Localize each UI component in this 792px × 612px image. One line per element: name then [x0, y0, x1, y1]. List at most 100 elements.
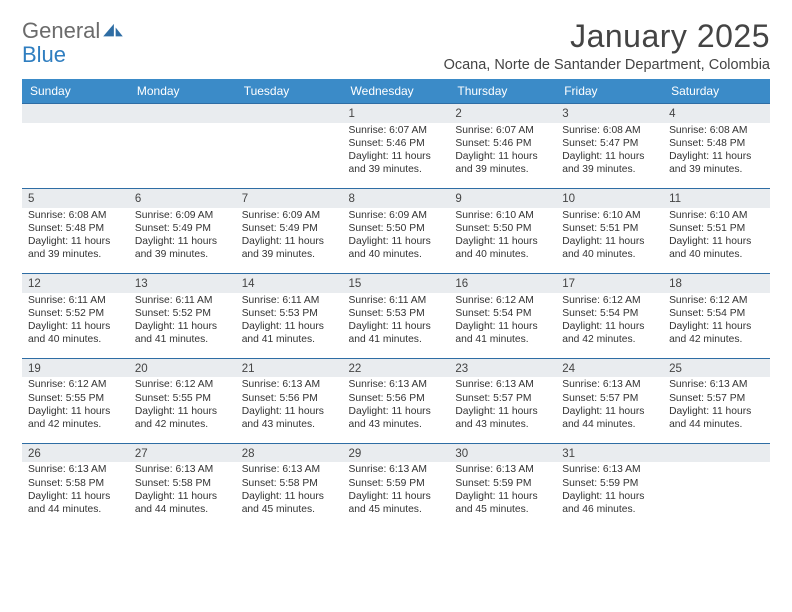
daylight-line: Daylight: 11 hours and 43 minutes. — [455, 405, 550, 431]
sunset-line: Sunset: 5:53 PM — [349, 307, 444, 320]
day-detail-row: Sunrise: 6:11 AMSunset: 5:52 PMDaylight:… — [22, 293, 770, 355]
day-number-cell: 3 — [556, 104, 663, 123]
day-number-cell: 1 — [343, 104, 450, 123]
location-subtitle: Ocana, Norte de Santander Department, Co… — [444, 57, 770, 73]
day-detail-cell — [663, 462, 770, 524]
sunrise-line: Sunrise: 6:13 AM — [28, 463, 123, 476]
daylight-line: Daylight: 11 hours and 39 minutes. — [562, 150, 657, 176]
sunrise-line: Sunrise: 6:08 AM — [28, 209, 123, 222]
daylight-line: Daylight: 11 hours and 42 minutes. — [669, 320, 764, 346]
dow-header-cell: Wednesday — [343, 79, 450, 104]
day-number-cell: 25 — [663, 358, 770, 377]
sunrise-line: Sunrise: 6:13 AM — [242, 463, 337, 476]
dow-header-cell: Sunday — [22, 79, 129, 104]
day-number-cell: 24 — [556, 358, 663, 377]
day-detail-cell — [129, 123, 236, 185]
sunrise-line: Sunrise: 6:13 AM — [349, 378, 444, 391]
day-number-cell: 8 — [343, 188, 450, 207]
day-detail-cell: Sunrise: 6:12 AMSunset: 5:55 PMDaylight:… — [129, 377, 236, 439]
daylight-line: Daylight: 11 hours and 41 minutes. — [242, 320, 337, 346]
daylight-line: Daylight: 11 hours and 41 minutes. — [349, 320, 444, 346]
day-number-cell: 23 — [449, 358, 556, 377]
day-number-cell: 29 — [343, 443, 450, 462]
day-number-cell: 6 — [129, 188, 236, 207]
sunset-line: Sunset: 5:51 PM — [669, 222, 764, 235]
day-number-cell: 20 — [129, 358, 236, 377]
day-number-row: 567891011 — [22, 188, 770, 207]
sunrise-line: Sunrise: 6:13 AM — [349, 463, 444, 476]
daylight-line: Daylight: 11 hours and 39 minutes. — [455, 150, 550, 176]
daylight-line: Daylight: 11 hours and 41 minutes. — [455, 320, 550, 346]
day-detail-cell: Sunrise: 6:13 AMSunset: 5:56 PMDaylight:… — [236, 377, 343, 439]
daylight-line: Daylight: 11 hours and 40 minutes. — [455, 235, 550, 261]
daylight-line: Daylight: 11 hours and 45 minutes. — [349, 490, 444, 516]
day-number-cell: 27 — [129, 443, 236, 462]
sunset-line: Sunset: 5:52 PM — [28, 307, 123, 320]
sunset-line: Sunset: 5:58 PM — [28, 477, 123, 490]
day-number-cell: 22 — [343, 358, 450, 377]
day-detail-cell: Sunrise: 6:11 AMSunset: 5:53 PMDaylight:… — [343, 293, 450, 355]
sunrise-line: Sunrise: 6:12 AM — [455, 294, 550, 307]
daylight-line: Daylight: 11 hours and 41 minutes. — [135, 320, 230, 346]
daylight-line: Daylight: 11 hours and 40 minutes. — [28, 320, 123, 346]
day-detail-cell — [236, 123, 343, 185]
day-detail-cell: Sunrise: 6:13 AMSunset: 5:57 PMDaylight:… — [663, 377, 770, 439]
sunrise-line: Sunrise: 6:07 AM — [455, 124, 550, 137]
sunset-line: Sunset: 5:46 PM — [455, 137, 550, 150]
sunset-line: Sunset: 5:52 PM — [135, 307, 230, 320]
day-detail-cell: Sunrise: 6:11 AMSunset: 5:53 PMDaylight:… — [236, 293, 343, 355]
sunset-line: Sunset: 5:56 PM — [242, 392, 337, 405]
sunset-line: Sunset: 5:58 PM — [135, 477, 230, 490]
brand-sail-icon — [102, 23, 124, 39]
day-detail-cell: Sunrise: 6:09 AMSunset: 5:50 PMDaylight:… — [343, 208, 450, 270]
day-detail-cell: Sunrise: 6:07 AMSunset: 5:46 PMDaylight:… — [449, 123, 556, 185]
day-detail-cell: Sunrise: 6:12 AMSunset: 5:54 PMDaylight:… — [556, 293, 663, 355]
sunrise-line: Sunrise: 6:09 AM — [135, 209, 230, 222]
daylight-line: Daylight: 11 hours and 42 minutes. — [562, 320, 657, 346]
sunrise-line: Sunrise: 6:08 AM — [669, 124, 764, 137]
daylight-line: Daylight: 11 hours and 40 minutes. — [669, 235, 764, 261]
sunset-line: Sunset: 5:51 PM — [562, 222, 657, 235]
daylight-line: Daylight: 11 hours and 43 minutes. — [349, 405, 444, 431]
day-detail-cell: Sunrise: 6:09 AMSunset: 5:49 PMDaylight:… — [129, 208, 236, 270]
day-number-cell: 18 — [663, 273, 770, 292]
day-detail-row: Sunrise: 6:12 AMSunset: 5:55 PMDaylight:… — [22, 377, 770, 439]
sunrise-line: Sunrise: 6:13 AM — [562, 463, 657, 476]
day-detail-cell: Sunrise: 6:11 AMSunset: 5:52 PMDaylight:… — [22, 293, 129, 355]
daylight-line: Daylight: 11 hours and 39 minutes. — [669, 150, 764, 176]
dow-header-row: SundayMondayTuesdayWednesdayThursdayFrid… — [22, 79, 770, 104]
day-number-cell: 2 — [449, 104, 556, 123]
sunrise-line: Sunrise: 6:13 AM — [455, 463, 550, 476]
day-number-cell: 16 — [449, 273, 556, 292]
title-block: January 2025 Ocana, Norte de Santander D… — [444, 18, 770, 73]
sunset-line: Sunset: 5:55 PM — [135, 392, 230, 405]
day-detail-cell: Sunrise: 6:13 AMSunset: 5:59 PMDaylight:… — [556, 462, 663, 524]
day-number-cell: 28 — [236, 443, 343, 462]
sunset-line: Sunset: 5:57 PM — [455, 392, 550, 405]
sunset-line: Sunset: 5:58 PM — [242, 477, 337, 490]
day-number-cell: 13 — [129, 273, 236, 292]
daylight-line: Daylight: 11 hours and 46 minutes. — [562, 490, 657, 516]
day-number-cell: 17 — [556, 273, 663, 292]
day-detail-cell: Sunrise: 6:13 AMSunset: 5:58 PMDaylight:… — [236, 462, 343, 524]
sunrise-line: Sunrise: 6:13 AM — [562, 378, 657, 391]
sunrise-line: Sunrise: 6:09 AM — [349, 209, 444, 222]
daylight-line: Daylight: 11 hours and 39 minutes. — [28, 235, 123, 261]
sunrise-line: Sunrise: 6:10 AM — [669, 209, 764, 222]
day-number-cell: 14 — [236, 273, 343, 292]
day-number-cell: 11 — [663, 188, 770, 207]
sunset-line: Sunset: 5:53 PM — [242, 307, 337, 320]
day-detail-cell — [22, 123, 129, 185]
calendar-table: SundayMondayTuesdayWednesdayThursdayFrid… — [22, 79, 770, 528]
daylight-line: Daylight: 11 hours and 45 minutes. — [455, 490, 550, 516]
day-detail-row: Sunrise: 6:08 AMSunset: 5:48 PMDaylight:… — [22, 208, 770, 270]
sunset-line: Sunset: 5:57 PM — [669, 392, 764, 405]
daylight-line: Daylight: 11 hours and 42 minutes. — [135, 405, 230, 431]
day-number-cell: 9 — [449, 188, 556, 207]
day-detail-cell: Sunrise: 6:10 AMSunset: 5:51 PMDaylight:… — [663, 208, 770, 270]
day-detail-cell: Sunrise: 6:13 AMSunset: 5:58 PMDaylight:… — [129, 462, 236, 524]
sunrise-line: Sunrise: 6:12 AM — [669, 294, 764, 307]
sunrise-line: Sunrise: 6:13 AM — [455, 378, 550, 391]
sunset-line: Sunset: 5:59 PM — [455, 477, 550, 490]
brand-word-2: Blue — [22, 42, 66, 68]
